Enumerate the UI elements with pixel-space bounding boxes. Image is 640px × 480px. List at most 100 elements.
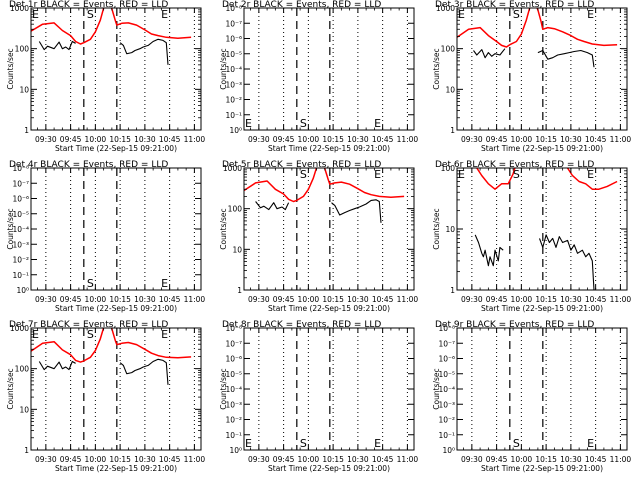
plot-frame (243, 327, 415, 451)
x-tick-label: 09:45 (60, 295, 82, 304)
x-tick-label: 10:45 (159, 295, 181, 304)
plot-frame (456, 167, 628, 291)
plot-frame (243, 7, 415, 131)
x-tick-label: 09:30 (461, 135, 483, 144)
x-tick-label: 10:45 (159, 135, 181, 144)
panel-title: Det 9r BLACK = Events, RED = LLD (435, 320, 594, 330)
x-tick-label: 10:30 (347, 455, 369, 464)
events-series-line (119, 38, 169, 65)
y-tick-label: 10⁰ (16, 286, 29, 295)
x-tick-label: 09:30 (35, 135, 57, 144)
events-series-line (474, 234, 504, 267)
start-marker: S (87, 8, 94, 21)
y-tick-label: 10⁻⁵ (438, 370, 455, 379)
chart-panel-4: Det 4r BLACK = Events, RED = LLD S E 10⁰ 10⁻… (6, 160, 205, 313)
x-tick-label: 11:00 (397, 455, 419, 464)
x-tick-label: 11:00 (184, 455, 206, 464)
y-tick-label: 10⁻⁸ (225, 4, 242, 13)
events-series-line (38, 40, 76, 51)
y-tick-label: 1000 (10, 4, 29, 13)
x-tick-label: 10:15 (109, 295, 131, 304)
end-marker: E (587, 437, 594, 450)
plot-frame (456, 7, 628, 131)
series-group (31, 8, 192, 65)
y-tick-label: 10 (445, 85, 455, 94)
y-tick-label: 10⁻⁴ (438, 385, 455, 394)
y-tick-label: 100 (15, 45, 30, 54)
events-series-line (473, 48, 506, 59)
y-tick-label: 10⁻⁶ (12, 195, 29, 204)
x-tick-label: 09:30 (248, 135, 270, 144)
y-tick-label: 1 (237, 286, 242, 295)
panel-title: Det 1r BLACK = Events, RED = LLD (9, 0, 168, 10)
end-marker: E (32, 8, 39, 21)
events-series-line (538, 234, 595, 290)
panel-title: Det 4r BLACK = Events, RED = LLD (9, 160, 168, 170)
y-tick-label: 10⁻⁵ (225, 50, 242, 59)
y-tick-label: 10⁻⁴ (225, 65, 242, 74)
y-axis-label: Counts/sec (6, 368, 15, 409)
series-group (31, 328, 192, 385)
x-tick-label: 10:30 (347, 135, 369, 144)
panel-title: Det 6r BLACK = Events, RED = LLD (435, 160, 594, 170)
y-tick-label: 10⁻⁴ (225, 385, 242, 394)
y-tick-label: 100 (228, 205, 243, 214)
chart-panel-9: Det 9r BLACK = Events, RED = LLD S E 10⁰ 10⁻… (432, 320, 631, 473)
y-tick-label: 10⁻⁷ (225, 19, 242, 28)
y-tick-label: 10⁻⁷ (12, 179, 29, 188)
y-tick-label: 10⁰ (442, 446, 455, 455)
lld-series-line (244, 168, 405, 203)
y-tick-label: 10⁻³ (225, 80, 242, 89)
plot-frame (30, 327, 202, 451)
y-tick-label: 1 (24, 446, 29, 455)
y-tick-label: 10⁻² (438, 416, 455, 425)
y-tick-label: 10 (445, 225, 455, 234)
x-tick-label: 11:00 (397, 135, 419, 144)
x-tick-label: 09:45 (486, 295, 508, 304)
x-tick-label: 10:45 (585, 455, 607, 464)
panel-title: Det 2r BLACK = Events, RED = LLD (222, 0, 381, 10)
events-series-line (38, 360, 76, 371)
x-tick-label: 10:15 (322, 135, 344, 144)
y-tick-label: 10 (19, 85, 29, 94)
start-marker: S (87, 328, 94, 341)
y-tick-label: 10⁻⁷ (225, 339, 242, 348)
x-tick-label: 10:30 (134, 135, 156, 144)
x-axis-label: Start Time (22-Sep-15 09:21:00) (55, 464, 177, 473)
x-tick-label: 10:30 (560, 455, 582, 464)
x-tick-label: 11:00 (184, 295, 206, 304)
end-marker: E (587, 8, 594, 21)
x-tick-label: 09:45 (60, 135, 82, 144)
x-tick-label: 10:30 (134, 455, 156, 464)
y-tick-label: 10⁻³ (438, 400, 455, 409)
y-tick-label: 10⁻¹ (12, 271, 29, 280)
y-tick-label: 10⁻³ (225, 400, 242, 409)
y-tick-label: 10 (232, 245, 242, 254)
x-tick-label: 10:00 (298, 295, 320, 304)
x-tick-label: 11:00 (610, 295, 632, 304)
y-tick-label: 10⁻¹ (438, 431, 455, 440)
y-tick-label: 100 (15, 365, 30, 374)
x-tick-label: 10:45 (585, 295, 607, 304)
x-tick-label: 10:15 (109, 135, 131, 144)
y-tick-label: 10⁻¹ (225, 111, 242, 120)
x-axis-label: Start Time (22-Sep-15 09:21:00) (481, 304, 603, 313)
start-marker: S (87, 277, 94, 290)
x-axis-label: Start Time (22-Sep-15 09:21:00) (481, 144, 603, 153)
x-tick-label: 09:30 (248, 295, 270, 304)
x-tick-label: 10:15 (535, 455, 557, 464)
x-tick-label: 10:00 (298, 135, 320, 144)
x-tick-label: 10:00 (511, 295, 533, 304)
panel-title: Det 5r BLACK = Events, RED = LLD (222, 160, 381, 170)
series-group (474, 168, 618, 290)
y-axis-label: Counts/sec (432, 208, 441, 249)
lld-series-line (31, 8, 192, 45)
x-tick-label: 09:30 (35, 295, 57, 304)
y-tick-label: 10⁻⁶ (438, 355, 455, 364)
x-tick-label: 10:30 (560, 295, 582, 304)
start-marker: S (300, 117, 307, 130)
y-tick-label: 10⁻⁷ (438, 339, 455, 348)
